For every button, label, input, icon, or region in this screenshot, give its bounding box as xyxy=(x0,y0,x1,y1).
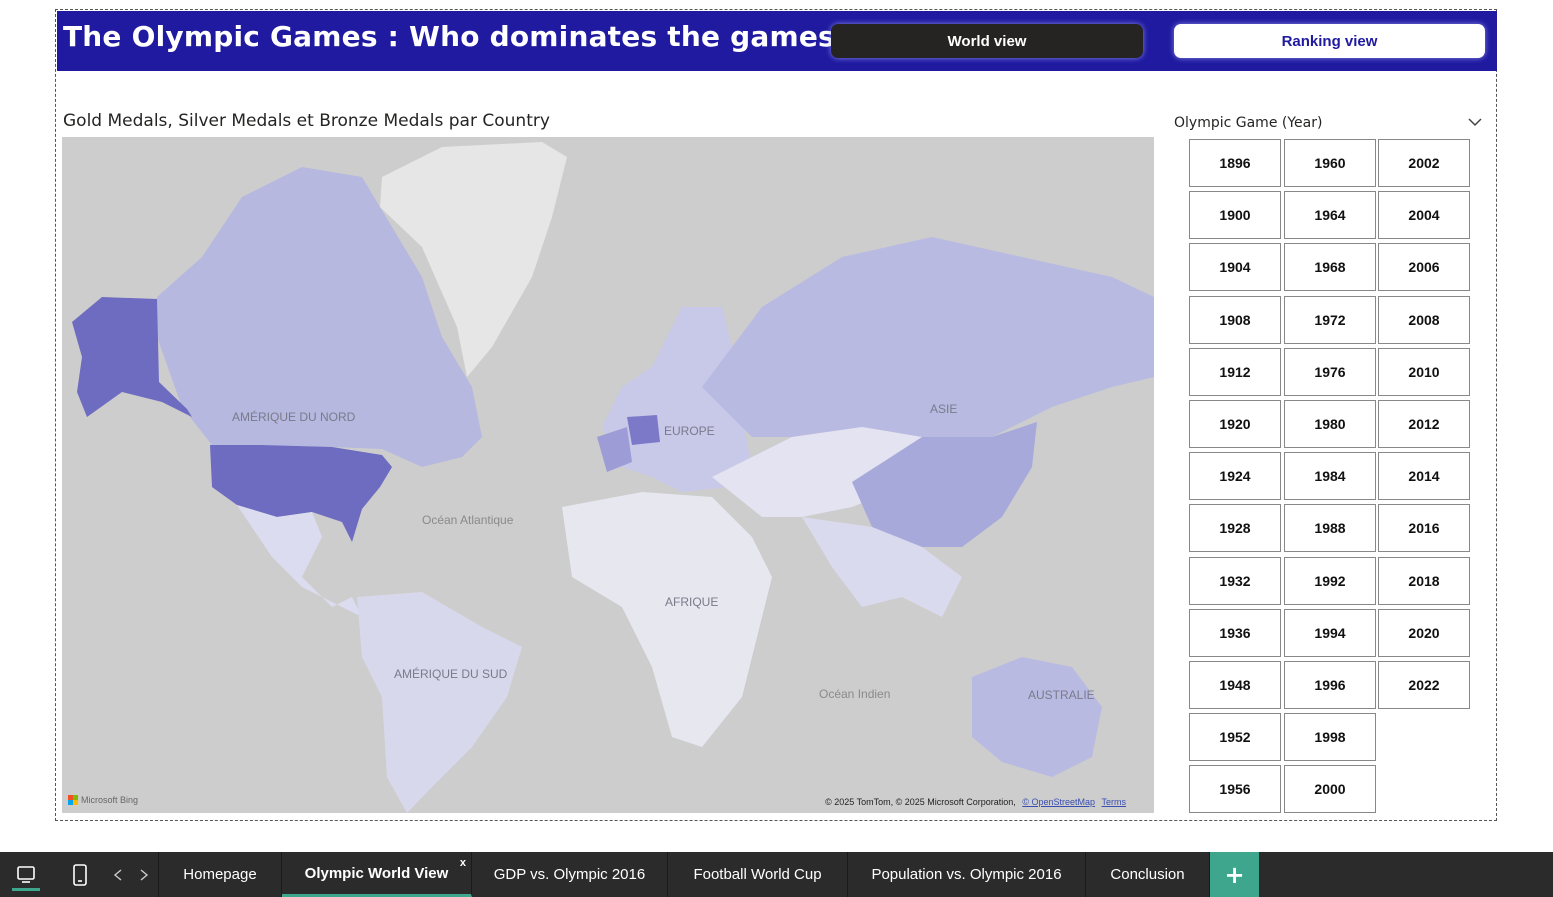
alaska-shape xyxy=(72,297,192,417)
year-option-1980[interactable]: 1980 xyxy=(1284,400,1376,448)
year-option-2018[interactable]: 2018 xyxy=(1378,557,1470,605)
south-america-shape xyxy=(357,592,522,813)
europe-shape xyxy=(602,307,752,492)
year-option-1936[interactable]: 1936 xyxy=(1189,609,1281,657)
year-option-2008[interactable]: 2008 xyxy=(1378,296,1470,344)
year-option-1964[interactable]: 1964 xyxy=(1284,191,1376,239)
year-option-1896[interactable]: 1896 xyxy=(1189,139,1281,187)
year-option-1952[interactable]: 1952 xyxy=(1189,713,1281,761)
bing-attribution: Microsoft Bing xyxy=(68,795,138,805)
year-option-1994[interactable]: 1994 xyxy=(1284,609,1376,657)
label-indian-ocean: Océan Indien xyxy=(819,687,891,701)
germany-shape xyxy=(627,415,660,445)
openstreetmap-link[interactable]: © OpenStreetMap xyxy=(1022,797,1095,807)
world-map[interactable]: AMÉRIQUE DU NORD AMÉRIQUE DU SUD EUROPE … xyxy=(62,137,1154,813)
south-asia-shape xyxy=(802,517,962,617)
australia-shape xyxy=(972,657,1102,777)
ranking-view-button[interactable]: Ranking view xyxy=(1174,24,1485,58)
tab-homepage[interactable]: Homepage xyxy=(158,852,282,897)
mobile-view-button[interactable] xyxy=(60,852,100,897)
tab-population-vs-olympic-2016[interactable]: Population vs. Olympic 2016 xyxy=(848,852,1086,897)
label-south-america: AMÉRIQUE DU SUD xyxy=(394,667,508,681)
china-shape xyxy=(852,422,1037,547)
add-page-button[interactable]: + xyxy=(1210,852,1259,897)
year-option-1920[interactable]: 1920 xyxy=(1189,400,1281,448)
year-option-1900[interactable]: 1900 xyxy=(1189,191,1281,239)
russia-shape xyxy=(702,237,1154,437)
page-tab-bar: Homepage Olympic World View x GDP vs. Ol… xyxy=(0,852,1553,897)
tab-football-world-cup[interactable]: Football World Cup xyxy=(668,852,848,897)
label-africa: AFRIQUE xyxy=(665,595,719,609)
tab-olympic-world-view[interactable]: Olympic World View x xyxy=(282,852,472,897)
chevron-down-icon[interactable] xyxy=(1468,117,1482,127)
terms-link[interactable]: Terms xyxy=(1101,797,1127,807)
desktop-icon xyxy=(17,865,35,883)
label-europe: EUROPE xyxy=(664,424,715,438)
france-shape xyxy=(597,427,632,472)
tab-gdp-vs-olympic-2016[interactable]: GDP vs. Olympic 2016 xyxy=(472,852,668,897)
year-option-2002[interactable]: 2002 xyxy=(1378,139,1470,187)
map-credits: © 2025 TomTom, © 2025 Microsoft Corporat… xyxy=(825,797,1126,807)
year-option-1996[interactable]: 1996 xyxy=(1284,661,1376,709)
year-option-1956[interactable]: 1956 xyxy=(1189,765,1281,813)
year-option-1988[interactable]: 1988 xyxy=(1284,504,1376,552)
year-option-2016[interactable]: 2016 xyxy=(1378,504,1470,552)
tab-conclusion[interactable]: Conclusion xyxy=(1086,852,1210,897)
year-option-2000[interactable]: 2000 xyxy=(1284,765,1376,813)
greenland-shape xyxy=(380,142,567,377)
world-view-button[interactable]: World view xyxy=(831,24,1143,58)
year-option-2014[interactable]: 2014 xyxy=(1378,452,1470,500)
slicer-title: Olympic Game (Year) xyxy=(1174,115,1323,131)
label-north-america: AMÉRIQUE DU NORD xyxy=(232,410,356,424)
year-option-2020[interactable]: 2020 xyxy=(1378,609,1470,657)
map-shapes xyxy=(72,142,1154,813)
year-option-1960[interactable]: 1960 xyxy=(1284,139,1376,187)
year-option-2010[interactable]: 2010 xyxy=(1378,348,1470,396)
label-asia: ASIE xyxy=(930,402,958,416)
tab-olympic-world-view-label: Olympic World View xyxy=(304,864,449,882)
year-option-1998[interactable]: 1998 xyxy=(1284,713,1376,761)
bing-label: Microsoft Bing xyxy=(81,795,139,805)
year-option-1948[interactable]: 1948 xyxy=(1189,661,1281,709)
year-option-1972[interactable]: 1972 xyxy=(1284,296,1376,344)
label-atlantic-ocean: Océan Atlantique xyxy=(422,513,514,527)
year-option-2012[interactable]: 2012 xyxy=(1378,400,1470,448)
credits-text: © 2025 TomTom, © 2025 Microsoft Corporat… xyxy=(825,797,1016,807)
africa-shape xyxy=(562,492,772,747)
year-option-1976[interactable]: 1976 xyxy=(1284,348,1376,396)
report-canvas-frame xyxy=(55,9,1497,821)
next-page-button[interactable] xyxy=(134,852,154,897)
year-option-1928[interactable]: 1928 xyxy=(1189,504,1281,552)
year-option-1932[interactable]: 1932 xyxy=(1189,557,1281,605)
chevron-left-icon xyxy=(113,868,122,881)
year-option-2004[interactable]: 2004 xyxy=(1378,191,1470,239)
year-option-1924[interactable]: 1924 xyxy=(1189,452,1281,500)
year-option-1992[interactable]: 1992 xyxy=(1284,557,1376,605)
label-australia: AUSTRALIE xyxy=(1028,688,1095,702)
map-title: Gold Medals, Silver Medals et Bronze Med… xyxy=(63,111,550,131)
year-option-2022[interactable]: 2022 xyxy=(1378,661,1470,709)
year-option-1984[interactable]: 1984 xyxy=(1284,452,1376,500)
canada-shape xyxy=(157,167,482,467)
page-title: The Olympic Games : Who dominates the ga… xyxy=(63,20,862,53)
mobile-icon xyxy=(73,863,87,886)
year-option-1908[interactable]: 1908 xyxy=(1189,296,1281,344)
chevron-right-icon xyxy=(140,868,149,881)
prev-page-button[interactable] xyxy=(108,852,128,897)
year-option-2006[interactable]: 2006 xyxy=(1378,243,1470,291)
year-option-1904[interactable]: 1904 xyxy=(1189,243,1281,291)
year-option-1912[interactable]: 1912 xyxy=(1189,348,1281,396)
desktop-view-button[interactable] xyxy=(0,852,52,897)
microsoft-logo-icon xyxy=(68,795,78,805)
close-tab-icon[interactable]: x xyxy=(459,857,466,869)
mexico-shape xyxy=(237,505,362,617)
year-option-1968[interactable]: 1968 xyxy=(1284,243,1376,291)
usa-shape xyxy=(210,445,392,542)
